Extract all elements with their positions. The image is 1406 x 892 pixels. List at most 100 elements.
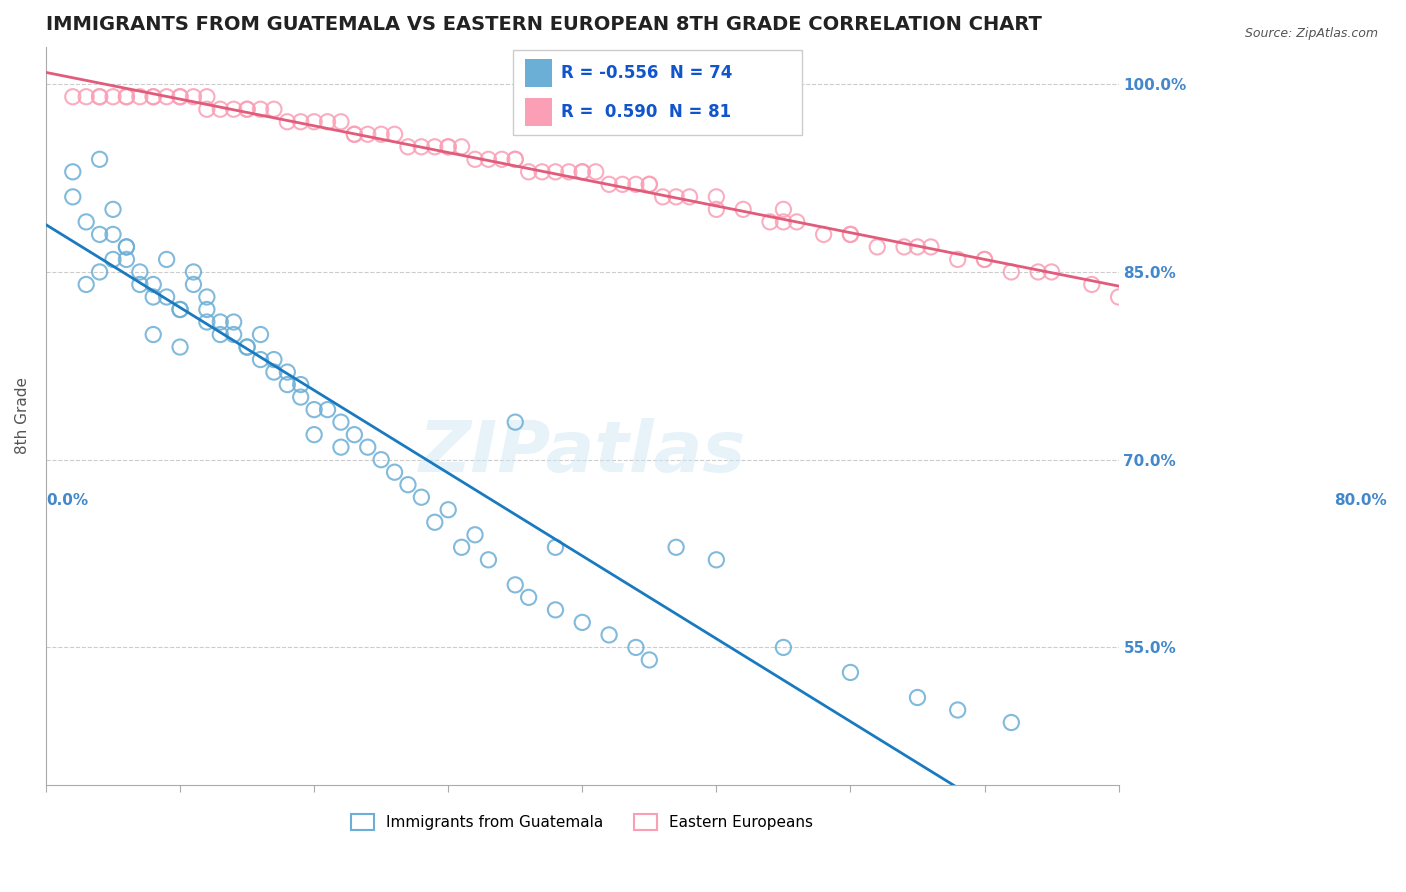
Text: R = -0.556  N = 74: R = -0.556 N = 74 bbox=[561, 64, 733, 82]
Point bbox=[209, 102, 232, 116]
Point bbox=[396, 140, 419, 154]
Point bbox=[704, 190, 727, 204]
Point bbox=[571, 615, 593, 630]
Point bbox=[236, 340, 259, 354]
Point bbox=[249, 102, 271, 116]
Point bbox=[503, 153, 526, 167]
Point bbox=[89, 227, 111, 242]
Point bbox=[263, 352, 285, 367]
Bar bbox=[513, 50, 803, 136]
Point bbox=[101, 227, 124, 242]
Point bbox=[839, 665, 862, 680]
Point bbox=[598, 178, 620, 192]
Point bbox=[558, 165, 581, 179]
Point bbox=[423, 515, 446, 529]
Point bbox=[973, 252, 995, 267]
Point bbox=[531, 165, 554, 179]
Point bbox=[907, 690, 929, 705]
Point bbox=[464, 528, 486, 542]
Point bbox=[302, 115, 325, 129]
Point bbox=[370, 128, 392, 142]
Point bbox=[1135, 302, 1157, 317]
Point bbox=[907, 240, 929, 254]
Point bbox=[1000, 715, 1022, 730]
Point bbox=[893, 240, 915, 254]
Point bbox=[101, 252, 124, 267]
Point bbox=[329, 115, 352, 129]
Point bbox=[222, 315, 245, 329]
Point bbox=[236, 340, 259, 354]
Point bbox=[195, 302, 218, 317]
Point bbox=[759, 215, 782, 229]
Point bbox=[290, 390, 312, 404]
Point bbox=[89, 265, 111, 279]
Point bbox=[209, 327, 232, 342]
Point bbox=[236, 102, 259, 116]
Point bbox=[276, 115, 298, 129]
Point bbox=[1081, 277, 1104, 292]
Point bbox=[249, 352, 271, 367]
Point bbox=[302, 402, 325, 417]
Point bbox=[544, 603, 567, 617]
Point bbox=[115, 240, 138, 254]
Point bbox=[946, 703, 969, 717]
Point bbox=[839, 227, 862, 242]
Point bbox=[772, 202, 794, 217]
Point bbox=[156, 290, 179, 304]
Point bbox=[544, 165, 567, 179]
Point bbox=[1000, 265, 1022, 279]
Point bbox=[704, 202, 727, 217]
Point bbox=[384, 128, 406, 142]
Point bbox=[571, 165, 593, 179]
Point bbox=[209, 315, 232, 329]
Point bbox=[946, 252, 969, 267]
Point bbox=[343, 128, 366, 142]
Point bbox=[612, 178, 634, 192]
Point bbox=[142, 327, 165, 342]
Bar bbox=[526, 98, 553, 127]
Point bbox=[236, 102, 259, 116]
Point bbox=[411, 140, 433, 154]
Point bbox=[437, 140, 460, 154]
Point bbox=[128, 89, 150, 103]
Point bbox=[128, 277, 150, 292]
Point bbox=[598, 628, 620, 642]
Point bbox=[329, 440, 352, 454]
Point bbox=[665, 190, 688, 204]
Point bbox=[638, 178, 661, 192]
Point bbox=[195, 290, 218, 304]
Point bbox=[195, 315, 218, 329]
Text: IMMIGRANTS FROM GUATEMALA VS EASTERN EUROPEAN 8TH GRADE CORRELATION CHART: IMMIGRANTS FROM GUATEMALA VS EASTERN EUR… bbox=[46, 15, 1042, 34]
Point bbox=[624, 178, 647, 192]
Point bbox=[115, 252, 138, 267]
Point bbox=[195, 102, 218, 116]
Point bbox=[302, 427, 325, 442]
Point bbox=[101, 89, 124, 103]
Point bbox=[62, 165, 84, 179]
Point bbox=[772, 215, 794, 229]
Point bbox=[437, 502, 460, 516]
Point bbox=[169, 302, 191, 317]
Point bbox=[142, 290, 165, 304]
Point bbox=[638, 653, 661, 667]
Point bbox=[101, 202, 124, 217]
Point bbox=[195, 89, 218, 103]
Point bbox=[316, 402, 339, 417]
Point bbox=[384, 465, 406, 479]
Y-axis label: 8th Grade: 8th Grade bbox=[15, 377, 30, 454]
Point bbox=[450, 541, 472, 555]
Point bbox=[249, 327, 271, 342]
Point bbox=[169, 302, 191, 317]
Point bbox=[329, 415, 352, 429]
Point bbox=[678, 190, 700, 204]
Point bbox=[89, 153, 111, 167]
Text: R =  0.590  N = 81: R = 0.590 N = 81 bbox=[561, 103, 731, 121]
Point bbox=[263, 102, 285, 116]
Point bbox=[866, 240, 889, 254]
Point bbox=[665, 541, 688, 555]
Point bbox=[142, 89, 165, 103]
Point bbox=[276, 377, 298, 392]
Point bbox=[571, 165, 593, 179]
Point bbox=[89, 89, 111, 103]
Point bbox=[290, 377, 312, 392]
